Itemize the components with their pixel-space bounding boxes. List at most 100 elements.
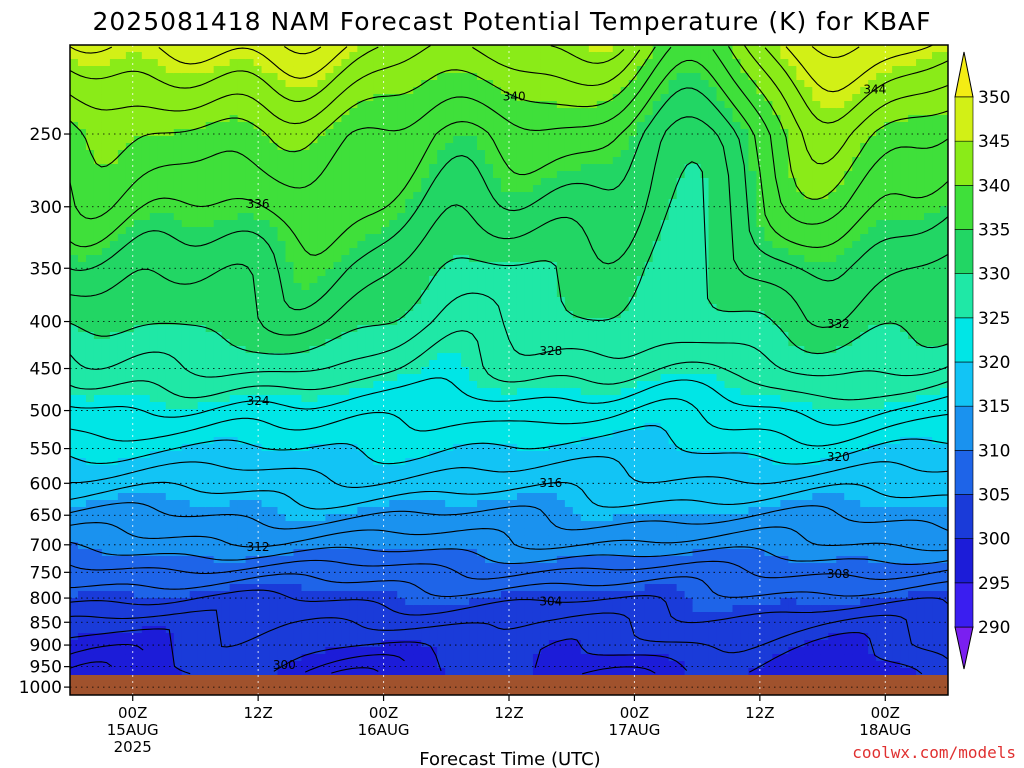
plot-area: 300 304 308 312 316 320 324 328 332 336 340 344	[70, 45, 948, 695]
temperature-fill	[70, 45, 948, 676]
contour-label-332: 332	[827, 317, 850, 331]
colorbar-segment-4	[954, 405, 974, 451]
y-tick-450: 450	[30, 360, 70, 380]
x-tick-1: 12Z	[243, 695, 273, 722]
contour-296	[70, 661, 379, 674]
contour-314	[70, 502, 948, 532]
contour-346	[70, 45, 933, 93]
contour-318	[70, 456, 948, 488]
contour-332	[70, 116, 948, 336]
contour-label-300: 300	[273, 658, 296, 672]
colorbar-label-350: 350	[978, 88, 1010, 108]
contour-310	[70, 541, 948, 566]
colorbar-segment-1	[954, 538, 974, 584]
contour-312	[70, 522, 948, 552]
colorbar-label-340: 340	[978, 176, 1010, 196]
colorbar-segment-9	[954, 185, 974, 230]
y-tick-850: 850	[30, 613, 70, 633]
contour-labels: 300 304 308 312 316 320 324 328 332 336 340 344	[247, 83, 887, 672]
contour-label-336: 336	[247, 197, 270, 211]
y-axis-ticks: 250 300 350 400 450 500 550 600 650 700 750 800 850 9…	[19, 125, 70, 698]
contour-344	[70, 45, 948, 124]
colorbar-segment-8	[954, 229, 974, 274]
contour-298	[70, 643, 656, 675]
colorbar-segment-2	[954, 494, 974, 539]
colorbar-top-arrow	[954, 51, 974, 98]
contour-label-320: 320	[827, 450, 850, 464]
credit-text: coolwx.com/models	[852, 743, 1016, 762]
y-tick-600: 600	[30, 474, 70, 494]
x-tick-5: 12Z	[745, 695, 775, 722]
y-tick-250: 250	[30, 125, 70, 145]
contour-334	[70, 87, 948, 311]
colorbar-label-330: 330	[978, 265, 1010, 285]
contour-label-316: 316	[539, 476, 562, 490]
contour-336	[70, 59, 948, 256]
colorbar-segment-6	[954, 317, 974, 363]
y-tick-300: 300	[30, 198, 70, 218]
colorbar-label-305: 305	[978, 486, 1010, 506]
contour-308	[70, 559, 948, 580]
contour-label-312: 312	[247, 540, 270, 554]
contour-label-328: 328	[539, 344, 562, 358]
colorbar-label-295: 295	[978, 574, 1010, 594]
colorbar-label-335: 335	[978, 221, 1010, 241]
y-tick-550: 550	[30, 440, 70, 460]
contour-300	[70, 628, 923, 675]
y-tick-500: 500	[30, 402, 70, 422]
contour-342	[70, 45, 948, 165]
contour-302	[70, 609, 948, 660]
contour-label-344: 344	[863, 83, 886, 97]
y-tick-350: 350	[30, 259, 70, 279]
colorbar-segment-0	[954, 582, 974, 628]
y-tick-400: 400	[30, 313, 70, 333]
contour-320	[70, 425, 948, 465]
contour-326	[70, 330, 948, 401]
contour-306	[70, 573, 948, 598]
contour-lines	[70, 45, 948, 675]
colorbar-segment-10	[954, 140, 974, 186]
colorbar-label-325: 325	[978, 309, 1010, 329]
chart-title: 2025081418 NAM Forecast Potential Temper…	[92, 7, 931, 36]
y-tick-750: 750	[30, 563, 70, 583]
contour-348	[283, 46, 860, 59]
colorbar: 290 295 300 305 310 315 320 325 330 335 340 345 350	[954, 51, 1010, 670]
x-axis-label: Forecast Time (UTC)	[419, 749, 600, 768]
contour-label-324: 324	[247, 394, 270, 408]
colorbar-label-290: 290	[978, 618, 1010, 638]
ground-terrain	[70, 675, 948, 695]
colorbar-segment-7	[954, 273, 974, 319]
colorbar-label-345: 345	[978, 132, 1010, 152]
contour-316	[70, 481, 948, 510]
colorbar-segment-11	[954, 96, 974, 142]
colorbar-segment-3	[954, 450, 974, 495]
y-tick-900: 900	[30, 636, 70, 656]
colorbar-label-320: 320	[978, 353, 1010, 373]
colorbar-label-300: 300	[978, 530, 1010, 550]
contour-label-308: 308	[827, 567, 850, 581]
colorbar-bottom-arrow	[954, 626, 974, 670]
contour-328	[70, 292, 948, 378]
x-tick-3: 12Z	[494, 695, 524, 722]
contour-label-340: 340	[503, 89, 526, 103]
contour-324	[70, 377, 948, 426]
y-tick-650: 650	[30, 506, 70, 526]
colorbar-segment-5	[954, 361, 974, 407]
contour-338	[70, 46, 948, 225]
colorbar-label-310: 310	[978, 441, 1010, 461]
contour-330	[70, 161, 948, 355]
y-tick-800: 800	[30, 589, 70, 609]
contour-322	[70, 398, 948, 447]
y-tick-1000: 1000	[19, 678, 70, 698]
y-tick-950: 950	[30, 658, 70, 678]
colorbar-label-315: 315	[978, 397, 1010, 417]
contour-340	[70, 46, 948, 200]
contour-label-304: 304	[539, 595, 562, 609]
y-tick-700: 700	[30, 536, 70, 556]
